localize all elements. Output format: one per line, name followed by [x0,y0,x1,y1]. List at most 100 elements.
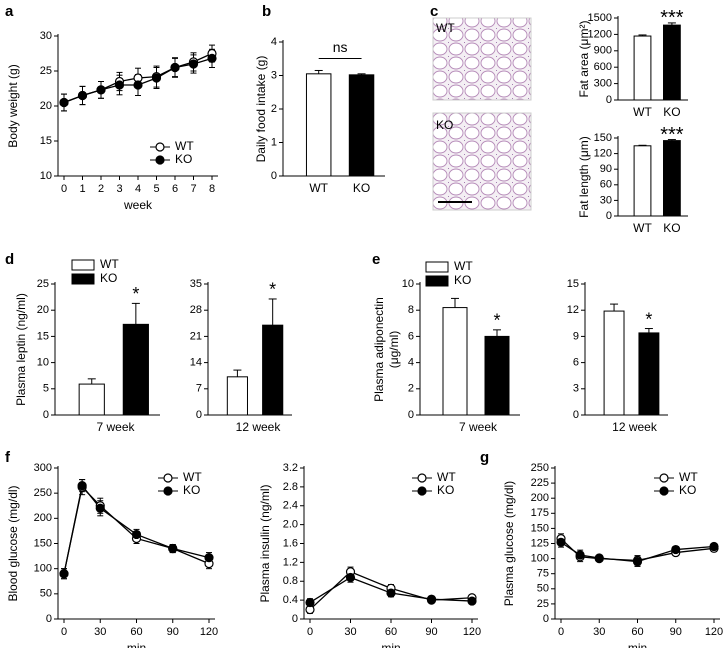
marker [131,529,142,540]
x-tick-label: 120 [705,626,723,638]
y-axis-label: Plasma insulin (ng/ml) [258,484,272,602]
bar [484,335,510,416]
x-tick-label: WT [309,181,328,195]
x-tick-label: 0 [61,183,67,195]
y-tick-label: 3 [573,383,579,395]
y-axis-label: Plasma leptin (ng/ml) [14,293,28,406]
bar [78,383,105,416]
x-axis-label: week [123,198,153,212]
y-tick-label: 0 [606,210,612,222]
y-tick-label: 1200 [588,28,612,40]
y-tick-label: 4 [408,357,414,369]
y-tick-label: 3 [271,69,277,81]
annotation: * [493,311,500,331]
x-tick-label: 4 [135,183,141,195]
bar [348,74,375,177]
y-tick-label: 28 [190,304,202,316]
y-tick-label: 25 [40,65,52,77]
y-tick-label: 30 [600,194,612,206]
marker [59,569,69,579]
x-tick-label: 30 [94,626,106,638]
marker [467,596,477,606]
y-axis-label: Blood glucose (mg/dl) [6,485,20,601]
panel-letter: e [372,251,380,268]
legend-label: WT [437,470,456,484]
y-axis-label: Plasma adiponectin [372,297,386,402]
y-tick-label: 3.2 [283,462,298,474]
legend-label: WT [454,259,473,273]
y-tick-label: 6 [573,357,579,369]
legend-label: KO [454,273,471,287]
legend-marker [659,486,669,496]
legend-marker [417,473,427,483]
y-axis-label: Fat length (μm) [577,136,591,218]
y-tick-label: 0 [196,409,202,421]
y-tick-label: 12 [567,304,579,316]
bar [638,332,660,416]
x-tick-label: 2 [98,183,104,195]
x-tick-label: 8 [209,183,215,195]
series-line [63,484,210,574]
y-tick-label: 2.4 [283,500,298,512]
x-tick-label: 120 [200,626,218,638]
y-tick-label: 150 [531,522,549,534]
y-tick-label: 100 [531,553,549,565]
legend-label: KO [679,483,696,497]
legend-label: KO [100,271,117,285]
y-tick-label: 2 [408,383,414,395]
x-tick-label: 120 [463,626,481,638]
legend-label: WT [175,139,194,153]
x-axis-label: min [127,641,146,648]
y-tick-label: 250 [531,462,549,474]
y-tick-label: 120 [594,148,612,160]
annotation: *** [660,124,684,146]
y-axis-label: Fat area (μm²) [577,21,591,98]
marker [594,553,604,563]
y-tick-label: 200 [34,512,52,524]
x-tick-label: 1 [79,183,85,195]
y-tick-label: 7 [196,383,202,395]
y-tick-label: 1.2 [283,556,298,568]
x-tick-label: 60 [130,626,142,638]
legend-marker [659,473,669,483]
x-tick-label: 6 [172,183,178,195]
y-tick-label: 10 [402,278,414,290]
marker [59,97,69,108]
y-tick-label: 225 [531,477,549,489]
y-tick-label: 2.8 [283,481,298,493]
bar [262,324,284,416]
y-tick-label: 0 [46,613,52,625]
marker [556,537,566,547]
panel-letter: b [262,3,271,20]
y-tick-label: 200 [531,492,549,504]
x-tick-label: WT [633,221,652,235]
y-tick-label: 15 [40,135,52,147]
y-tick-label: 25 [537,598,549,610]
x-axis-label: 7 week [96,420,135,434]
y-tick-label: 0 [606,94,612,106]
y-axis-label: (μg/ml) [387,331,401,369]
marker [632,557,643,567]
panel-letter: f [5,449,11,466]
legend-label: KO [175,152,192,166]
y-tick-label: 50 [537,583,549,595]
y-tick-label: 6 [408,330,414,342]
legend-marker [155,155,165,165]
y-tick-label: 1.6 [283,537,298,549]
x-tick-label: 90 [425,626,437,638]
marker [305,597,315,608]
x-tick-label: 0 [307,626,313,638]
legend-swatch [425,261,449,273]
legend-label: WT [100,257,119,271]
y-tick-label: 14 [190,357,202,369]
x-tick-label: KO [663,105,680,119]
y-axis-label: Body weight (g) [6,64,20,147]
micrograph-ko [432,112,532,211]
y-tick-label: 9 [573,330,579,342]
bar [663,24,681,101]
x-tick-label: 60 [385,626,397,638]
y-tick-label: 0 [543,613,549,625]
micrograph-label: KO [436,118,453,132]
marker [671,544,681,555]
